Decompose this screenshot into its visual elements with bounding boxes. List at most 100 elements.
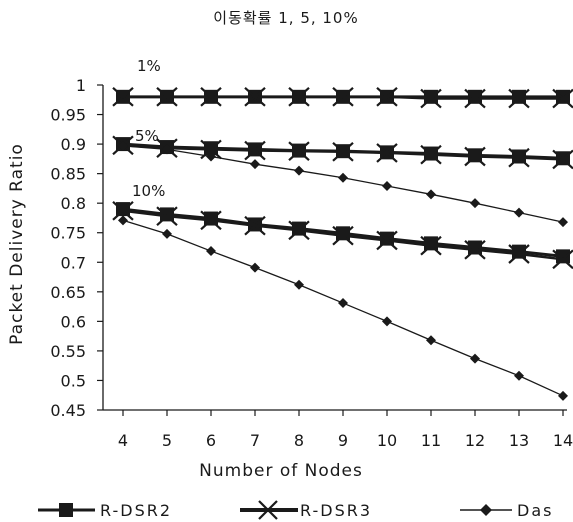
x-tick-label: 4	[118, 431, 128, 450]
data-point-x	[420, 235, 442, 256]
axes	[102, 85, 567, 411]
x-tick-label: 7	[250, 431, 260, 450]
data-point-x	[288, 87, 310, 107]
x-tick-label: 14	[553, 431, 573, 450]
y-tick-label: 0.55	[50, 342, 86, 361]
data-point-square	[512, 244, 526, 259]
legend-item-r-dsr3: R-DSR3	[240, 500, 370, 520]
data-point-diamond	[514, 207, 524, 218]
data-point-x	[332, 87, 354, 107]
data-point-x	[552, 149, 573, 170]
series-r-dsr2-group-3	[116, 202, 570, 264]
legend-square-marker	[59, 503, 73, 517]
data-point-diamond	[338, 172, 348, 183]
data-point-x	[464, 240, 486, 260]
series	[112, 87, 573, 401]
data-point-x	[332, 225, 354, 246]
series-r-dsr3-group-2	[112, 135, 573, 170]
data-point-square	[424, 236, 438, 251]
x-axis-label: Number of Nodes	[199, 461, 363, 481]
x-axis-ticks: 4 5 6 7 8 9 10 11 12 13 14	[118, 410, 573, 450]
y-axis-label: Packet Delivery Ratio	[7, 143, 27, 345]
data-point-diamond	[558, 390, 568, 401]
data-point-diamond	[382, 316, 392, 327]
data-point-x	[508, 147, 530, 168]
legend-diamond-marker	[480, 504, 492, 516]
y-tick-label: 0.7	[61, 253, 86, 272]
data-point-diamond	[382, 181, 392, 192]
series-das-group-3	[118, 215, 568, 401]
y-axis-ticks: 0.45 0.5 0.55 0.6 0.65 0.7 0.75 0.8 0.85 0.9 0.95 1	[50, 76, 103, 420]
legend-label-r-dsr2: R-DSR2	[100, 501, 172, 520]
data-point-x	[464, 146, 486, 167]
data-point-x	[376, 87, 398, 107]
x-tick-label: 6	[206, 431, 216, 450]
series-r-dsr3-group-3	[112, 201, 573, 270]
legend-label-das: Das	[517, 501, 553, 520]
data-point-diamond	[162, 228, 172, 239]
data-point-x	[156, 206, 178, 226]
annotation-1pct: 1%	[137, 57, 161, 75]
annotation-5pct: 5%	[135, 127, 159, 145]
data-point-diamond	[206, 246, 216, 257]
x-tick-label: 5	[162, 431, 172, 450]
data-point-diamond	[206, 151, 216, 162]
data-point-diamond	[426, 335, 436, 346]
x-tick-label: 12	[465, 431, 485, 450]
data-point-x	[288, 141, 310, 161]
y-tick-label: 0.5	[61, 371, 86, 390]
chart-title: 이동확률 1, 5, 10%	[213, 9, 358, 27]
legend-x-marker	[258, 500, 278, 520]
y-tick-label: 0.6	[61, 312, 86, 331]
y-tick-label: 0.75	[50, 224, 86, 243]
data-point-diamond	[250, 262, 260, 273]
y-tick-label: 0.8	[61, 194, 86, 213]
series-r-dsr3-group-1	[112, 87, 573, 109]
data-point-x	[112, 87, 134, 107]
data-point-x	[508, 88, 530, 109]
y-tick-label: 0.45	[50, 401, 86, 420]
data-point-diamond	[514, 370, 524, 381]
data-point-x	[552, 88, 573, 109]
data-point-x	[332, 141, 354, 162]
data-point-square	[468, 240, 482, 255]
x-tick-label: 10	[377, 431, 397, 450]
y-tick-label: 0.85	[50, 165, 86, 184]
y-tick-label: 0.9	[61, 135, 86, 154]
y-tick-label: 0.65	[50, 283, 86, 302]
data-point-diamond	[250, 159, 260, 170]
data-point-diamond	[558, 217, 568, 228]
data-point-diamond	[426, 189, 436, 200]
data-point-x	[200, 87, 222, 107]
data-point-diamond	[294, 165, 304, 176]
data-point-diamond	[470, 198, 480, 209]
data-point-x	[288, 220, 310, 241]
series-line-das	[122, 219, 564, 397]
legend-item-r-dsr2: R-DSR2	[38, 501, 172, 520]
x-tick-label: 13	[509, 431, 529, 450]
data-point-x	[464, 88, 486, 109]
y-tick-label: 0.95	[50, 106, 86, 125]
data-point-x	[420, 144, 442, 165]
data-point-x	[376, 230, 398, 251]
data-point-x	[244, 87, 266, 107]
data-point-x	[156, 87, 178, 107]
data-point-x	[508, 244, 530, 264]
series-das-group-2	[118, 140, 568, 228]
data-point-diamond	[162, 144, 172, 155]
annotation-10pct: 10%	[132, 182, 165, 200]
y-tick-label: 1	[76, 76, 86, 95]
data-point-diamond	[118, 140, 128, 151]
data-point-x	[420, 88, 442, 109]
data-point-diamond	[470, 353, 480, 364]
data-point-x	[376, 143, 398, 163]
x-tick-label: 11	[421, 431, 441, 450]
x-tick-label: 9	[338, 431, 348, 450]
data-point-diamond	[118, 215, 128, 226]
data-point-diamond	[294, 279, 304, 290]
legend: R-DSR2 R-DSR3 Das	[38, 500, 553, 520]
data-point-x	[244, 140, 266, 161]
x-tick-label: 8	[294, 431, 304, 450]
